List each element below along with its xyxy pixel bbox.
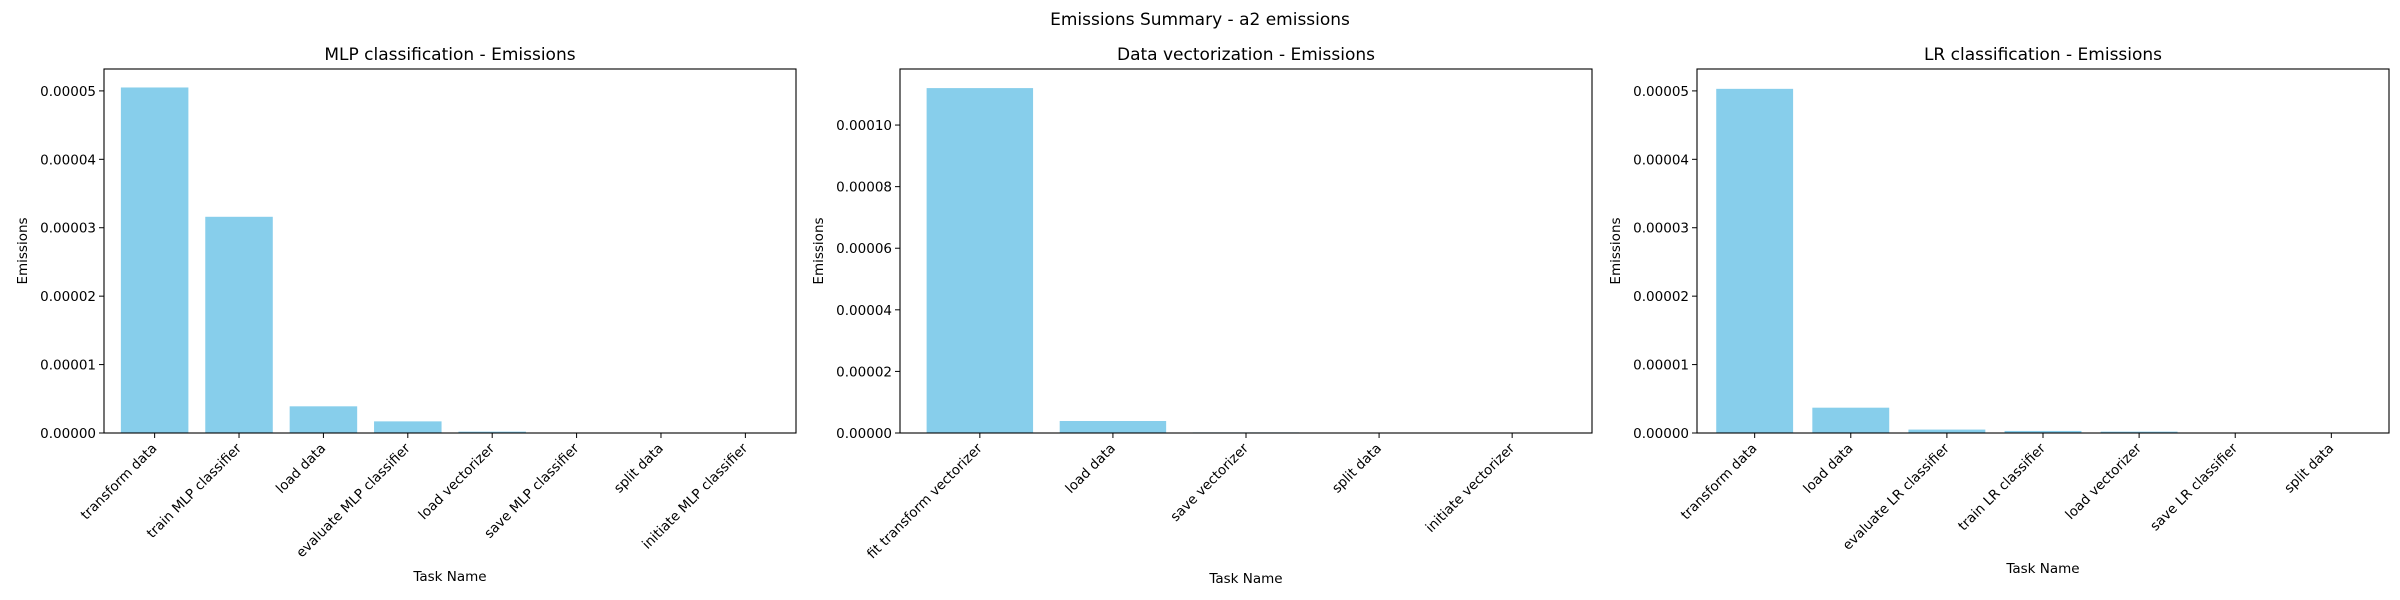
panel-2-bar-2 xyxy=(1059,420,1167,433)
panel-1-xtick-label-3: load data xyxy=(273,441,329,497)
panel-3-ytick-label-3: 0.00002 xyxy=(1633,289,1689,305)
panel-1-bar-2 xyxy=(205,216,273,433)
panel-3-ytick-label-6: 0.00005 xyxy=(1633,84,1689,100)
panel-1-xtick-label-6: save MLP classifier xyxy=(481,440,583,542)
panel-3-xtick-label-4: train LR classifier xyxy=(1955,440,2049,534)
panel-1-ytick-label-5: 0.00004 xyxy=(40,152,96,168)
panel-1-ytick-label-4: 0.00003 xyxy=(40,221,96,237)
panel-3-bar-5 xyxy=(2100,431,2178,433)
panel-3-bar-2 xyxy=(1812,407,1890,433)
panel-1-title: MLP classification - Emissions xyxy=(324,45,575,65)
panel-3-xtick-label-7: split data xyxy=(2281,441,2337,497)
panel-3-xtick-label-5: load vectorizer xyxy=(2062,440,2145,523)
panel-2-xlabel: Task Name xyxy=(1208,571,1282,587)
panel-2-xtick-label-4: split data xyxy=(1329,441,1385,497)
panel-1-ylabel: Emissions xyxy=(15,217,31,284)
panel-2-title: Data vectorization - Emissions xyxy=(1117,45,1375,65)
panel-3-bar-1 xyxy=(1716,88,1794,433)
panel-2-ytick-label-2: 0.00002 xyxy=(836,364,892,380)
panel-1-xtick-label-5: load vectorizer xyxy=(416,440,499,523)
panel-1-bar-1 xyxy=(120,87,189,433)
panel-1-axes-frame xyxy=(103,68,797,434)
panel-2-xtick-label-2: load data xyxy=(1062,441,1118,497)
panel-2-ytick-label-1: 0.00000 xyxy=(836,426,892,442)
panel-2-xtick-label-3: save vectorizer xyxy=(1167,440,1252,525)
panel-1-ytick-label-6: 0.00005 xyxy=(40,84,96,100)
figure-suptitle: Emissions Summary - a2 emissions xyxy=(1050,10,1350,30)
panel-1-ytick-label-2: 0.00001 xyxy=(40,358,96,374)
panel-2-ytick-label-3: 0.00004 xyxy=(836,303,892,319)
panel-3-xtick-label-6: save LR classifier xyxy=(2147,440,2241,534)
panel-2-ytick-label-5: 0.00008 xyxy=(836,180,892,196)
panel-3-axes-frame xyxy=(1696,68,2390,434)
panel-1-bar-3 xyxy=(289,406,358,433)
panel-2-ytick-label-6: 0.00010 xyxy=(836,118,892,134)
panel-3-ytick-label-5: 0.00004 xyxy=(1633,152,1689,168)
panel-2-bar-1 xyxy=(926,88,1034,433)
panel-3-bar-4 xyxy=(2004,430,2082,433)
panel-1-bar-5 xyxy=(458,431,526,433)
panel-3-title: LR classification - Emissions xyxy=(1924,45,2162,65)
panel-3-xlabel: Task Name xyxy=(2005,561,2079,577)
panel-1-xtick-label-7: split data xyxy=(611,441,667,497)
panel-1-xtick-label-1: transform data xyxy=(78,441,161,524)
panel-1-bar-4 xyxy=(374,421,442,433)
panel-3-ylabel: Emissions xyxy=(1608,217,1624,284)
panel-3-xtick-label-2: load data xyxy=(1800,441,1856,497)
panel-1-xlabel: Task Name xyxy=(412,569,486,585)
panel-3-ytick-label-4: 0.00003 xyxy=(1633,221,1689,237)
panel-3-ytick-label-1: 0.00000 xyxy=(1633,426,1689,442)
panel-2-ylabel: Emissions xyxy=(811,217,827,284)
panel-1-xtick-label-2: train MLP classifier xyxy=(144,440,245,541)
panel-3-xtick-label-1: transform data xyxy=(1678,441,1761,524)
panel-2-ytick-label-4: 0.00006 xyxy=(836,241,892,257)
panel-2-xtick-label-1: fit transform vectorizer xyxy=(864,440,986,562)
panel-3-ytick-label-2: 0.00001 xyxy=(1633,358,1689,374)
panel-3-bar-3 xyxy=(1908,429,1986,433)
panel-3-xtick-label-3: evaluate LR classifier xyxy=(1840,440,1953,553)
panel-1-ytick-label-3: 0.00002 xyxy=(40,289,96,305)
panel-2-xtick-label-5: initiate vectorizer xyxy=(1423,440,1519,536)
panel-1-ytick-label-1: 0.00000 xyxy=(40,426,96,442)
